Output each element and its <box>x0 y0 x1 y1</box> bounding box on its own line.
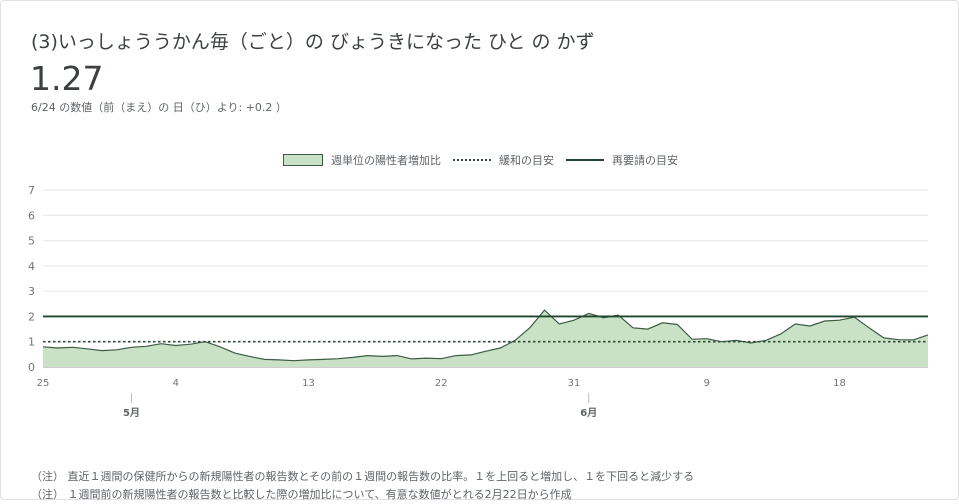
legend-swatch-area <box>283 154 323 166</box>
y-tick-label: 4 <box>28 260 35 273</box>
x-tick-label: 18 <box>833 378 846 389</box>
x-tick-label: 4 <box>173 378 179 389</box>
footnote-2: （注） １週間前の新規陽性者の報告数と比較した際の増加比について、有意な数値がと… <box>31 488 572 501</box>
legend-item-relax[interactable]: 緩和の目安 <box>453 152 554 168</box>
y-tick-label: 5 <box>28 235 35 248</box>
y-tick-label: 7 <box>28 184 35 197</box>
x-tick-label: 9 <box>704 378 710 389</box>
y-tick-label: 3 <box>28 285 35 298</box>
current-value: 1.27 <box>30 59 104 98</box>
footnote-1: （注） 直近１週間の保健所からの新規陽性者の報告数とその前の１週間の報告数の比率… <box>31 470 695 483</box>
x-tick-label: 22 <box>435 378 448 389</box>
month-label: 5月 <box>123 407 140 419</box>
y-tick-label: 6 <box>28 209 35 222</box>
legend-swatch-solid <box>566 159 604 161</box>
y-tick-label: 2 <box>28 310 35 323</box>
legend-label-rerequest: 再要請の目安 <box>612 154 678 167</box>
x-tick-label: 31 <box>568 378 581 389</box>
ratio-line <box>42 309 929 362</box>
x-tick-label: 25 <box>37 378 50 389</box>
month-label: 6月 <box>580 407 597 419</box>
ratio-area <box>43 310 928 367</box>
x-tick-label: 13 <box>302 378 315 389</box>
y-tick-label: 0 <box>28 361 35 374</box>
legend-item-ratio[interactable]: 週単位の陽性者増加比 <box>283 152 441 168</box>
footnotes: （注） 直近１週間の保健所からの新規陽性者の報告数とその前の１週間の報告数の比率… <box>31 468 694 504</box>
legend-label-relax: 緩和の目安 <box>499 154 554 167</box>
legend-label-ratio: 週単位の陽性者増加比 <box>331 154 441 167</box>
legend-swatch-dotted <box>453 159 491 161</box>
chart-title: (3)いっしょううかん毎（ごと）の びょうきになった ひと の かず <box>31 31 595 53</box>
value-change-note: 6/24 の数値（前（まえ）の 日（ひ）より: +0.2 ） <box>31 101 287 114</box>
y-tick-label: 1 <box>28 336 35 349</box>
chart-legend: 週単位の陽性者増加比 緩和の目安 再要請の目安 <box>1 152 959 168</box>
legend-item-rerequest[interactable]: 再要請の目安 <box>566 152 678 168</box>
